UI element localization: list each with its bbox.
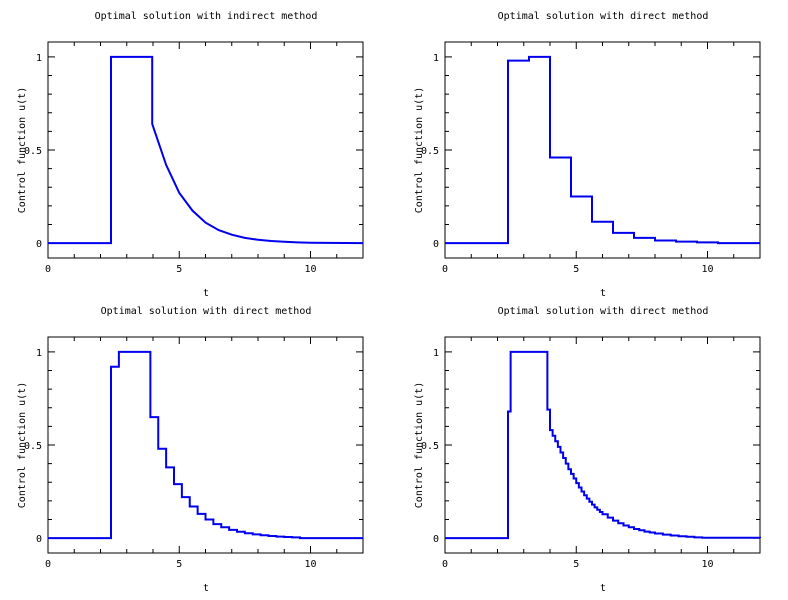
control-series-line xyxy=(445,350,761,540)
y-tick-label: 0 xyxy=(36,534,42,545)
x-tick-label: 5 xyxy=(176,264,182,275)
axis-ticks: 0 5 10 0 0.5 1 xyxy=(24,42,364,275)
x-tick-label: 5 xyxy=(573,264,579,275)
x-tick-label: 5 xyxy=(176,559,182,570)
y-axis-label: Control function u(t) xyxy=(414,87,425,213)
y-tick-label: 0.5 xyxy=(421,146,439,157)
x-axis-label: t xyxy=(600,583,606,594)
series-group xyxy=(48,55,364,245)
y-tick-label: 1 xyxy=(36,53,42,64)
x-tick-label: 0 xyxy=(442,264,448,275)
x-axis-label: t xyxy=(600,288,606,299)
y-axis-label: Control function u(t) xyxy=(17,382,28,508)
plot-frame xyxy=(444,336,761,554)
control-series-line xyxy=(445,55,760,245)
axis-ticks: 0 5 10 0 0.5 1 xyxy=(421,42,761,275)
x-tick-label: 10 xyxy=(304,559,316,570)
y-tick-label: 1 xyxy=(433,53,439,64)
axis-ticks: 0 5 10 0 0.5 1 xyxy=(421,337,761,570)
y-tick-label: 1 xyxy=(433,348,439,359)
series-group xyxy=(445,55,760,245)
x-tick-label: 10 xyxy=(701,559,713,570)
x-tick-label: 0 xyxy=(45,264,51,275)
x-axis-label: t xyxy=(203,288,209,299)
plot-frame xyxy=(47,336,364,554)
chart-panel-bottom-right: Optimal solution with direct method 0 5 10… xyxy=(414,306,761,594)
y-tick-label: 1 xyxy=(36,348,42,359)
series-group xyxy=(48,350,363,540)
chart-title: Optimal solution with direct method xyxy=(498,306,709,317)
y-tick-label: 0.5 xyxy=(24,146,42,157)
plot-frame xyxy=(444,41,761,259)
axis-ticks: 0 5 10 0 0.5 1 xyxy=(24,337,364,570)
y-tick-label: 0.5 xyxy=(24,441,42,452)
y-tick-label: 0.5 xyxy=(421,441,439,452)
x-tick-label: 5 xyxy=(573,559,579,570)
y-axis-label: Control function u(t) xyxy=(17,87,28,213)
y-axis-label: Control function u(t) xyxy=(414,382,425,508)
x-tick-label: 10 xyxy=(304,264,316,275)
x-tick-label: 0 xyxy=(442,559,448,570)
chart-panel-bottom-left: Optimal solution with direct method 0 5 10… xyxy=(17,306,364,594)
chart-panel-top-left: Optimal solution with indirect method 0 5… xyxy=(17,11,364,299)
y-tick-label: 0 xyxy=(433,534,439,545)
plot-frame xyxy=(47,41,364,259)
series-group xyxy=(445,350,761,540)
x-tick-label: 0 xyxy=(45,559,51,570)
y-tick-label: 0 xyxy=(36,239,42,250)
chart-title: Optimal solution with direct method xyxy=(101,306,312,317)
chart-title: Optimal solution with direct method xyxy=(498,11,709,22)
x-tick-label: 10 xyxy=(701,264,713,275)
chart-panel-top-right: Optimal solution with direct method 0 5 10… xyxy=(414,11,761,299)
x-axis-label: t xyxy=(203,583,209,594)
control-series-line xyxy=(48,350,363,540)
control-series-line xyxy=(48,55,364,245)
chart-title: Optimal solution with indirect method xyxy=(95,11,318,22)
y-tick-label: 0 xyxy=(433,239,439,250)
